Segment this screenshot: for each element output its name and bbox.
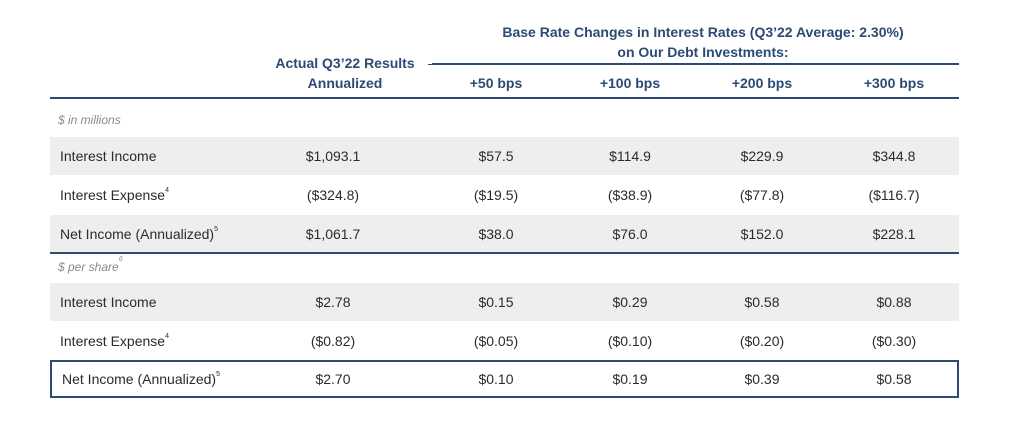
actual-header-line1: Actual Q3’22 Results [275, 55, 415, 71]
cell-200bps: $0.39 [744, 371, 780, 387]
cell-200bps: $229.9 [740, 148, 784, 164]
actual-results-header: Actual Q3’22 Results Annualized [262, 53, 428, 93]
section-label-per-share: $ per share6 [58, 256, 123, 274]
cell-actual: ($324.8) [306, 187, 360, 203]
col-header-100bps: +100 bps [599, 75, 661, 91]
cell-100bps: ($0.10) [607, 333, 653, 349]
cell-50bps: $0.15 [478, 294, 514, 310]
col-header-50bps: +50 bps [469, 75, 523, 91]
cell-50bps: ($19.5) [473, 187, 519, 203]
table-row: Interest Income $2.78 $0.15 $0.29 $0.58 … [50, 283, 959, 321]
cell-300bps: $344.8 [872, 148, 916, 164]
cell-200bps: ($0.20) [739, 333, 785, 349]
row-label: Interest Expense4 [60, 333, 169, 349]
table-top-rule [50, 97, 959, 99]
cell-100bps: $76.0 [612, 226, 648, 242]
cell-50bps: $0.10 [478, 371, 514, 387]
cell-100bps: $0.19 [612, 371, 648, 387]
cell-200bps: ($77.8) [739, 187, 785, 203]
rate-change-header: Base Rate Changes in Interest Rates (Q3’… [448, 22, 958, 62]
row-label: Interest Income [60, 294, 157, 310]
cell-300bps: $0.88 [876, 294, 912, 310]
cell-50bps: $38.0 [478, 226, 514, 242]
cell-300bps: $0.58 [876, 371, 912, 387]
table-row: Interest Expense4 ($324.8) ($19.5) ($38.… [50, 176, 959, 214]
table-row: Interest Income $1,093.1 $57.5 $114.9 $2… [50, 137, 959, 175]
rate-header-line2: on Our Debt Investments: [617, 44, 789, 60]
section-label-millions: $ in millions [58, 113, 121, 127]
cell-100bps: $114.9 [609, 148, 651, 164]
cell-50bps: ($0.05) [473, 333, 519, 349]
row-label: Net Income (Annualized)5 [62, 371, 220, 387]
cell-actual: $2.70 [315, 371, 351, 387]
cell-actual: $1,061.7 [305, 226, 361, 242]
table-row-highlighted: Net Income (Annualized)5 $2.70 $0.10 $0.… [50, 360, 959, 398]
cell-300bps: $228.1 [872, 226, 916, 242]
rate-header-line1: Base Rate Changes in Interest Rates (Q3’… [502, 24, 904, 40]
cell-actual: ($0.82) [310, 333, 356, 349]
cell-100bps: ($38.9) [607, 187, 653, 203]
col-header-300bps: +300 bps [863, 75, 925, 91]
row-label: Net Income (Annualized)5 [60, 226, 218, 242]
cell-actual: $2.78 [315, 294, 351, 310]
actual-header-line2: Annualized [307, 75, 383, 91]
col-header-200bps: +200 bps [731, 75, 793, 91]
cell-50bps: $57.5 [478, 148, 514, 164]
cell-200bps: $152.0 [740, 226, 784, 242]
table-row: Interest Expense4 ($0.82) ($0.05) ($0.10… [50, 322, 959, 360]
row-label: Interest Income [60, 148, 157, 164]
row-label: Interest Expense4 [60, 187, 169, 203]
cell-300bps: ($0.30) [871, 333, 917, 349]
table-row: Net Income (Annualized)5 $1,061.7 $38.0 … [50, 215, 959, 253]
rate-header-underline [432, 63, 959, 65]
section-divider [50, 252, 959, 254]
cell-100bps: $0.29 [612, 294, 648, 310]
cell-actual: $1,093.1 [305, 148, 361, 164]
cell-200bps: $0.58 [744, 294, 780, 310]
cell-300bps: ($116.7) [868, 187, 920, 203]
